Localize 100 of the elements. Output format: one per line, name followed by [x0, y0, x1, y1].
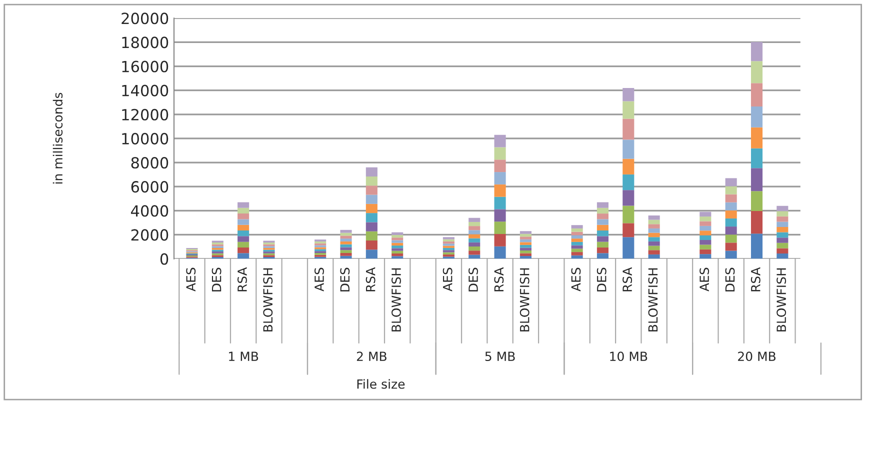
bar	[392, 232, 404, 235]
bar	[596, 214, 608, 220]
bar	[392, 248, 404, 251]
x-tick-label: AES	[314, 268, 324, 292]
text: 5 MB	[485, 352, 515, 362]
bar	[520, 231, 532, 234]
bar	[648, 228, 660, 233]
bar	[366, 240, 378, 250]
bar	[468, 246, 480, 251]
y-tick-label: 10000	[122, 132, 168, 144]
bar	[725, 250, 737, 259]
bar	[648, 220, 660, 224]
bar	[776, 222, 788, 228]
bar	[648, 246, 660, 250]
bar	[648, 224, 660, 228]
bar	[700, 244, 712, 250]
bar	[468, 250, 480, 255]
bar	[520, 236, 532, 240]
bar	[750, 127, 763, 148]
bar	[725, 242, 737, 251]
bar	[622, 174, 634, 190]
bar	[622, 140, 634, 159]
x-tick-label: AES	[186, 268, 196, 292]
bar	[520, 239, 532, 242]
bar	[366, 167, 378, 176]
bar	[750, 42, 763, 62]
bar	[596, 236, 608, 242]
bar	[494, 172, 506, 184]
bar	[571, 242, 583, 246]
bar	[494, 196, 506, 210]
bar	[700, 230, 712, 236]
x-tick-label: RSA	[237, 267, 247, 292]
bar	[750, 61, 763, 84]
y-axis-title: in milliseconds	[52, 92, 63, 184]
text: 20 MB	[738, 352, 776, 362]
bar	[238, 247, 250, 254]
bar	[596, 219, 608, 225]
bar	[596, 247, 608, 254]
bar	[340, 247, 352, 250]
bar	[392, 238, 404, 240]
bar	[520, 253, 532, 256]
x-tick-label: BLOWFISH	[648, 268, 658, 332]
bar	[596, 208, 608, 214]
y-tick-label: 6000	[131, 181, 168, 193]
bar	[622, 206, 634, 224]
bar	[442, 248, 454, 250]
bar	[238, 242, 250, 248]
bar	[494, 246, 506, 259]
bar	[725, 218, 737, 227]
bar	[520, 250, 532, 254]
bar	[648, 254, 660, 259]
bar	[750, 168, 763, 192]
bar	[571, 238, 583, 242]
bar	[238, 202, 250, 208]
bar	[494, 222, 506, 234]
x-tick-label: RSA	[750, 267, 760, 292]
bar	[725, 194, 737, 202]
text: 1 MB	[229, 352, 258, 361]
bar	[520, 244, 532, 248]
bar	[392, 253, 404, 256]
bar	[596, 202, 608, 208]
y-tick-label: 2000	[131, 229, 168, 241]
x-tick-label: AES	[442, 268, 452, 292]
x-tick-label: DES	[212, 268, 222, 292]
bar	[468, 242, 480, 247]
bar	[750, 83, 763, 106]
bar	[442, 254, 454, 257]
bar	[648, 250, 660, 254]
x-tick-label: AES	[700, 268, 710, 292]
bar	[392, 240, 404, 243]
bar	[392, 234, 404, 238]
bar	[340, 250, 352, 254]
bar	[468, 254, 480, 259]
bar	[596, 242, 608, 248]
bar	[494, 184, 506, 197]
bar	[520, 256, 532, 259]
bar	[776, 227, 788, 232]
bar	[622, 190, 634, 206]
bar	[468, 238, 480, 242]
bar	[725, 202, 737, 210]
bar	[750, 148, 763, 168]
x-tick-label: BLOWFISH	[776, 268, 786, 332]
bar	[238, 208, 250, 214]
bar	[571, 252, 583, 256]
bar	[238, 224, 250, 231]
bar	[366, 186, 378, 195]
bar	[750, 106, 763, 128]
bar	[494, 209, 506, 222]
bar	[571, 235, 583, 239]
text: 2 MB	[356, 352, 386, 361]
bar	[366, 194, 378, 204]
bar	[776, 242, 788, 248]
bar	[622, 158, 634, 174]
bar	[648, 237, 660, 242]
x-axis-title: File size	[357, 379, 405, 389]
bar	[520, 242, 532, 245]
bar	[366, 204, 378, 214]
bar	[520, 248, 532, 250]
bar	[340, 256, 352, 259]
bar	[392, 246, 404, 248]
